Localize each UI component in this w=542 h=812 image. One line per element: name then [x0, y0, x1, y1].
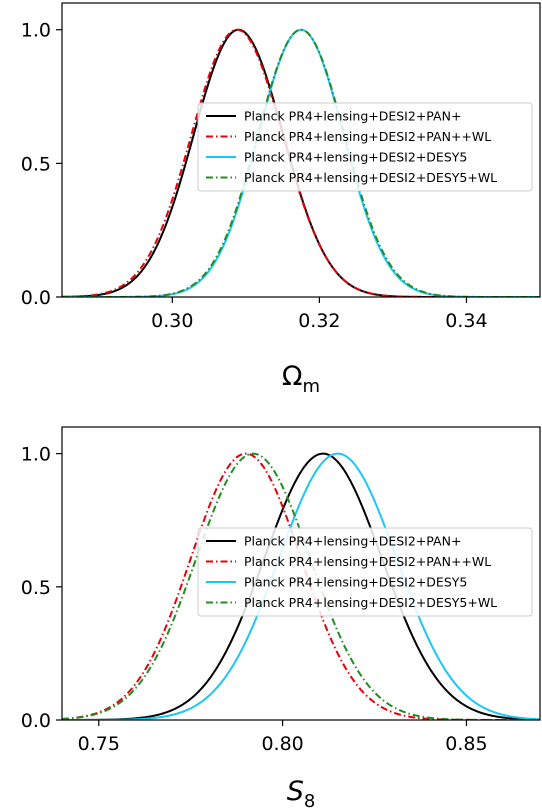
- plot-frame: [61, 426, 541, 721]
- legend-entry: Planck PR4+lensing+DESI2+DESY5+WL: [244, 595, 497, 610]
- y-tick-label: 1.0: [21, 444, 51, 466]
- series-line-2: [62, 452, 540, 720]
- x-tick-label: 0.30: [151, 310, 193, 332]
- x-tick-label: 0.34: [445, 310, 487, 332]
- legend-entry: Planck PR4+lensing+DESI2+PAN+: [244, 534, 461, 549]
- x-axis-label: S8: [287, 776, 316, 812]
- series-line-0: [62, 452, 540, 720]
- y-tick-label: 0.0: [21, 710, 51, 732]
- legend-entry: Planck PR4+lensing+DESI2+PAN++WL: [244, 554, 491, 569]
- series-line-1: [62, 28, 540, 297]
- x-tick-label: 0.32: [298, 310, 340, 332]
- legend-entry: Planck PR4+lensing+DESI2+DESY5+WL: [244, 170, 497, 185]
- y-tick-label: 0.0: [21, 287, 51, 309]
- legend-box: [197, 527, 533, 617]
- legend-entry: Planck PR4+lensing+DESI2+PAN+: [244, 109, 461, 124]
- legend-box: [197, 102, 533, 192]
- omega-m-panel: 0.30 0.32 0.34 0.0 0.5 1.0 Ωm Planck PR4+lensin…: [21, 2, 541, 397]
- series-line-0: [62, 28, 540, 297]
- x-tick-label: 0.85: [445, 733, 487, 755]
- y-tick-label: 1.0: [21, 20, 51, 42]
- legend-entry: Planck PR4+lensing+DESI2+DESY5: [244, 575, 467, 590]
- x-tick-label: 0.80: [261, 733, 303, 755]
- legend-entry: Planck PR4+lensing+DESI2+DESY5: [244, 150, 467, 165]
- x-tick-label: 0.75: [78, 733, 120, 755]
- legend: Planck PR4+lensing+DESI2+PAN+ Planck PR4+…: [197, 102, 533, 192]
- y-tick-label: 0.5: [21, 577, 51, 599]
- x-axis-label: Ωm: [282, 361, 320, 397]
- y-tick-label: 0.5: [21, 153, 51, 175]
- plot-frame: [61, 2, 541, 298]
- legend: Planck PR4+lensing+DESI2+PAN+ Planck PR4+…: [197, 527, 533, 617]
- s8-panel: 0.75 0.80 0.85 0.0 0.5 1.0 S8 Planck PR4+lensin…: [21, 426, 541, 812]
- legend-entry: Planck PR4+lensing+DESI2+PAN++WL: [244, 129, 491, 144]
